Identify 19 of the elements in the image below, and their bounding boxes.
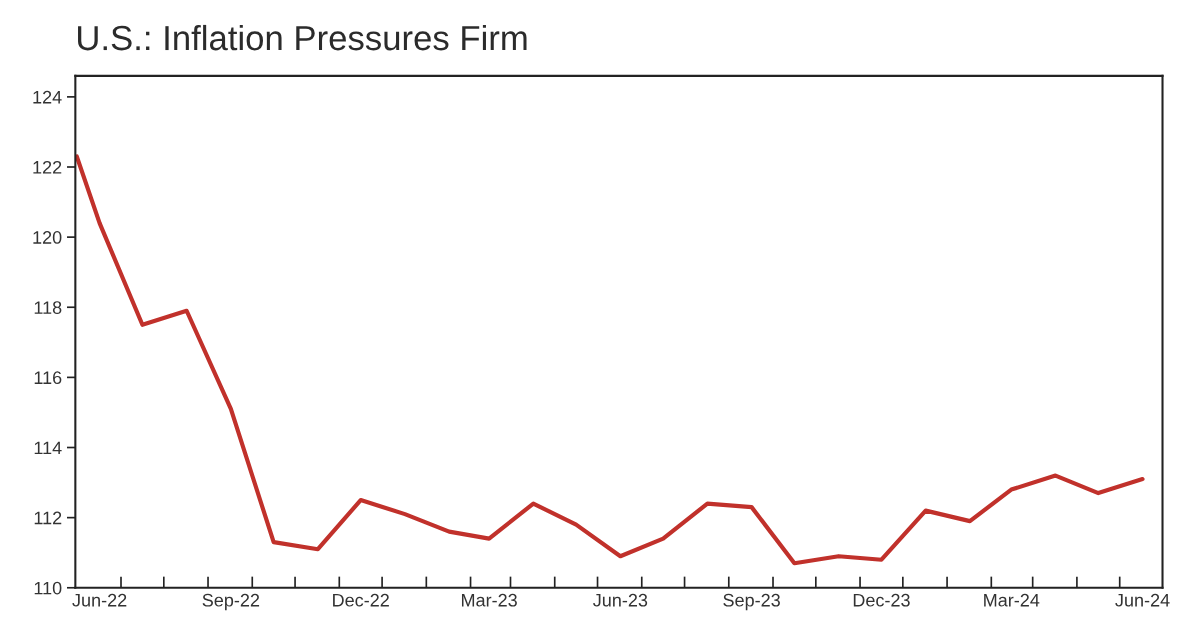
y-tick-label: 116 <box>34 371 62 385</box>
x-tick-label: Mar-24 <box>984 593 1040 607</box>
x-tick-label: Jun-22 <box>72 593 127 607</box>
chart-title: U.S.: Inflation Pressures Firm <box>78 24 527 51</box>
y-tick-label: 114 <box>34 441 62 455</box>
y-tick-label: 122 <box>33 160 62 174</box>
x-tick-label: Sep-23 <box>723 593 780 611</box>
x-tick-label: Jun-24 <box>1115 593 1170 607</box>
x-tick-label: Dec-23 <box>853 593 910 607</box>
y-tick-label: 110 <box>34 581 62 595</box>
y-tick-label: 124 <box>33 90 62 104</box>
y-tick-label: 120 <box>33 231 62 244</box>
x-tick-label: Jun-23 <box>593 593 648 607</box>
x-tick-label: Sep-22 <box>202 593 260 611</box>
x-tick-label: Dec-22 <box>333 593 389 607</box>
x-tick-label: Mar-23 <box>461 593 517 607</box>
y-tick-label: 118 <box>34 301 62 314</box>
line-series <box>75 154 1145 566</box>
y-tick-label: 112 <box>34 511 62 525</box>
